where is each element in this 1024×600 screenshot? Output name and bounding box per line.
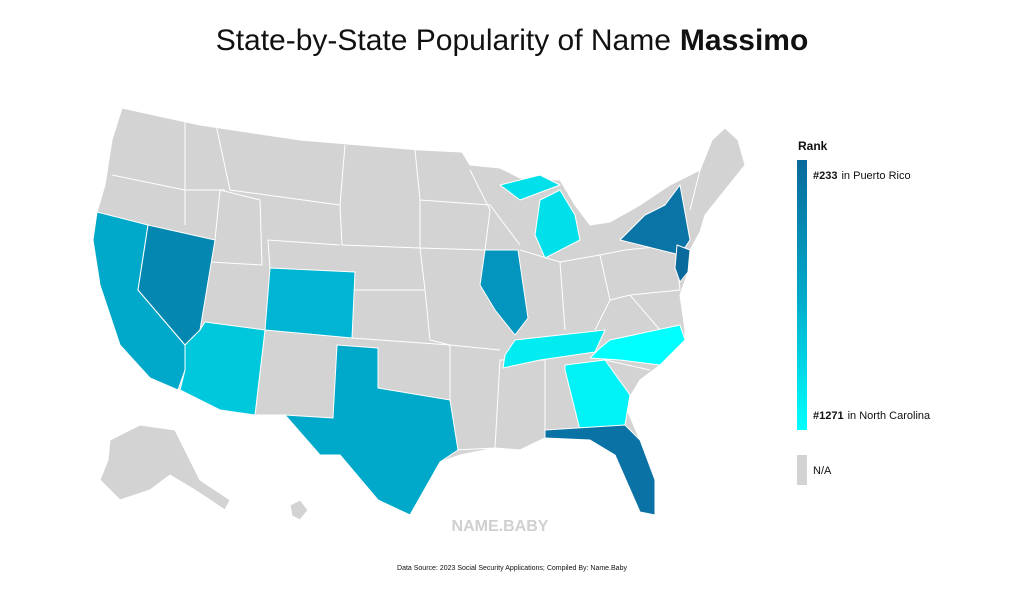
title-name: Massimo bbox=[680, 24, 808, 57]
state-tx bbox=[284, 344, 459, 516]
legend-top-place: in Puerto Rico bbox=[841, 170, 910, 182]
legend-heading: Rank bbox=[798, 139, 828, 153]
state-tn bbox=[502, 329, 606, 369]
state-borders bbox=[419, 199, 521, 246]
alaska bbox=[99, 424, 231, 511]
state-borders bbox=[604, 359, 651, 371]
state-borders bbox=[414, 149, 491, 251]
legend-bottom-rank: #1271 bbox=[813, 410, 844, 422]
state-borders bbox=[214, 119, 346, 206]
legend-top: #233 in Puerto Rico bbox=[813, 170, 911, 182]
title-prefix: State-by-State Popularity of Name bbox=[216, 24, 671, 57]
footer: Data Source: 2023 Social Security Applic… bbox=[397, 565, 627, 572]
legend-bottom-place: in North Carolina bbox=[848, 410, 931, 422]
state-nc bbox=[589, 324, 686, 366]
state-mi bbox=[534, 189, 581, 259]
state-fl bbox=[544, 424, 656, 516]
hawaii bbox=[289, 499, 309, 521]
legend-na-swatch bbox=[797, 455, 807, 485]
state-mi-upper bbox=[499, 174, 561, 201]
us-map bbox=[92, 107, 746, 521]
state-borders bbox=[111, 174, 225, 191]
state-az bbox=[179, 321, 266, 416]
state-borders bbox=[267, 239, 341, 269]
state-borders bbox=[559, 254, 611, 331]
state-borders bbox=[689, 139, 713, 211]
state-ny bbox=[619, 184, 691, 256]
title: State-by-State Popularity of Name Massimo bbox=[216, 24, 809, 57]
state-borders bbox=[424, 289, 501, 351]
state-borders bbox=[629, 294, 661, 331]
legend-top-rank: #233 bbox=[813, 170, 837, 182]
state-borders bbox=[351, 337, 451, 400]
state-co bbox=[264, 267, 356, 339]
state-il bbox=[479, 249, 529, 336]
legend: Rank #233 in Puerto Rico #1271 in North Ca… bbox=[797, 139, 931, 485]
state-nj bbox=[674, 244, 691, 283]
watermark: NAME.BABY bbox=[452, 518, 549, 535]
state-borders bbox=[209, 189, 263, 266]
legend-na: N/A bbox=[813, 465, 832, 477]
legend-bottom: #1271 in North Carolina bbox=[813, 410, 931, 422]
legend-gradient bbox=[797, 160, 807, 430]
